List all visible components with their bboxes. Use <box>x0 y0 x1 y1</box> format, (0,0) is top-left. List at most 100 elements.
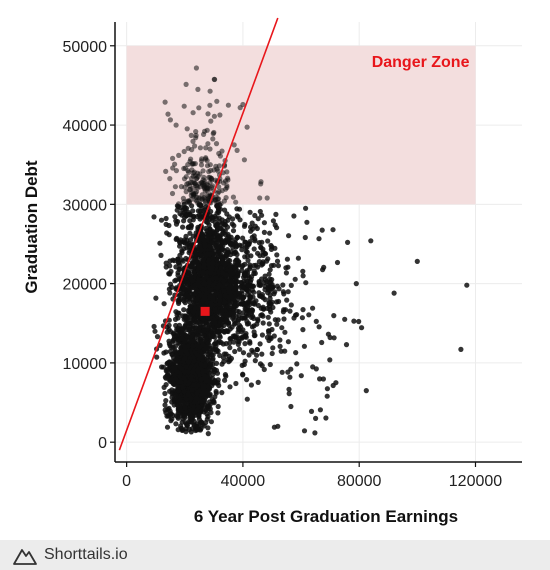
scatter-point <box>185 162 191 168</box>
x-tick-label: 120000 <box>449 473 502 490</box>
scatter-point <box>285 289 291 295</box>
scatter-point <box>225 257 231 263</box>
scatter-point <box>167 408 173 414</box>
scatter-point <box>189 369 195 375</box>
scatter-point <box>214 203 220 209</box>
scatter-point <box>200 368 206 374</box>
scatter-point <box>300 273 306 279</box>
scatter-point <box>224 328 230 334</box>
scatter-point <box>236 290 242 296</box>
scatter-point <box>251 315 257 321</box>
scatter-point <box>194 407 200 413</box>
scatter-point <box>240 371 246 377</box>
scatter-point <box>195 173 201 180</box>
scatter-point <box>237 346 243 352</box>
scatter-point <box>196 105 202 111</box>
scatter-point <box>226 304 232 310</box>
scatter-point <box>248 382 254 388</box>
scatter-point <box>202 200 209 206</box>
scatter-point <box>256 240 262 246</box>
scatter-point <box>213 215 219 221</box>
scatter-point <box>223 341 229 347</box>
scatter-point <box>252 301 258 307</box>
scatter-point <box>207 287 213 293</box>
scatter-point <box>261 229 267 235</box>
scatter-point <box>175 325 181 331</box>
scatter-point <box>391 290 397 296</box>
scatter-point <box>183 275 189 281</box>
scatter-point <box>214 166 220 172</box>
scatter-point <box>205 340 211 346</box>
scatter-point <box>212 196 218 202</box>
scatter-point <box>216 249 222 255</box>
scatter-point <box>163 221 169 227</box>
scatter-point <box>235 214 241 220</box>
scatter-point <box>247 340 253 346</box>
mountain-outline-icon <box>13 549 37 565</box>
scatter-point <box>192 250 198 256</box>
scatter-point <box>206 261 212 267</box>
scatter-point <box>257 208 263 215</box>
scatter-point <box>176 152 182 158</box>
x-tick-label: 80000 <box>337 473 382 490</box>
scatter-point <box>183 255 189 262</box>
brand-name[interactable]: Shorttails.io <box>44 546 128 563</box>
scatter-point <box>232 348 238 355</box>
scatter-point <box>255 379 261 385</box>
scatter-point <box>368 238 374 244</box>
scatter-point <box>247 209 253 215</box>
scatter-point <box>230 228 237 234</box>
reference-line <box>118 17 279 451</box>
scatter-point <box>252 332 258 338</box>
scatter-point <box>184 245 190 251</box>
scatter-point <box>176 337 182 343</box>
scatter-point <box>174 235 180 241</box>
scatter-point <box>283 265 289 271</box>
scatter-point <box>201 328 207 334</box>
scatter-point <box>229 279 235 285</box>
scatter-point <box>230 194 236 200</box>
scatter-point <box>282 348 288 354</box>
scatter-point <box>194 288 201 294</box>
scatter-point <box>244 249 250 255</box>
scatter-point <box>282 307 289 313</box>
scatter-point <box>200 168 206 174</box>
scatter-point <box>324 393 330 399</box>
scatter-point <box>176 260 182 266</box>
scatter-point <box>414 258 420 264</box>
scatter-point <box>232 265 238 272</box>
scatter-point <box>458 346 464 352</box>
scatter-point <box>257 253 263 259</box>
scatter-point <box>200 270 206 276</box>
y-tick-label: 50000 <box>63 39 108 56</box>
scatter-point <box>249 347 255 353</box>
scatter-point <box>236 339 242 345</box>
scatter-point <box>179 331 186 337</box>
x-tick-label: 0 <box>122 473 131 490</box>
scatter-point <box>277 337 283 343</box>
scatter-point <box>246 320 252 327</box>
scatter-point <box>217 153 223 159</box>
scatter-point <box>151 323 157 330</box>
scatter-point <box>245 291 251 297</box>
scatter-point <box>251 323 257 329</box>
scatter-point <box>219 310 225 316</box>
scatter-point <box>173 413 180 419</box>
scatter-point <box>213 275 219 281</box>
scatter-point <box>177 379 183 385</box>
scatter-point <box>217 352 223 359</box>
scatter-point <box>229 221 235 227</box>
scatter-point <box>186 250 192 256</box>
scatter-point <box>188 329 194 335</box>
scatter-point <box>242 254 248 260</box>
scatter-point <box>272 289 278 295</box>
scatter-point <box>288 403 294 410</box>
scatter-point <box>182 415 188 421</box>
scatter-point <box>259 332 265 338</box>
scatter-point <box>239 315 246 321</box>
scatter-point <box>288 366 294 372</box>
scatter-point <box>182 405 188 411</box>
scatter-point <box>211 230 217 236</box>
scatter-point <box>162 99 168 105</box>
scatter-point <box>195 427 201 433</box>
